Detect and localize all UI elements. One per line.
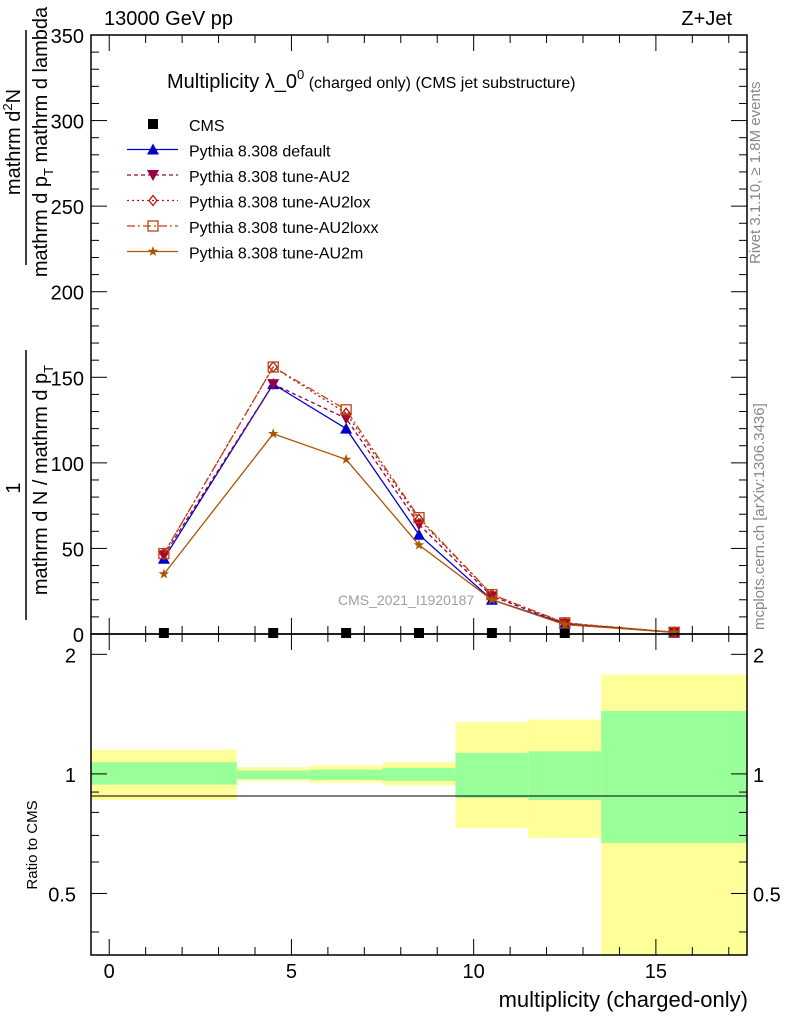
main-y-tick-label: 100	[51, 454, 84, 476]
point-au2m-4	[486, 594, 498, 605]
series-cms	[158, 628, 680, 638]
point-au2lox-2	[341, 407, 351, 420]
watermark: CMS_2021_I1920187	[338, 592, 474, 608]
ratio-y-tick-label-right: 1	[753, 765, 764, 787]
x-tick-label: 15	[645, 961, 667, 983]
legend-label-au2m: Pythia 8.308 tune-AU2m	[189, 246, 363, 263]
y-label-one: 1	[3, 482, 25, 493]
legend-label-au2lox: Pythia 8.308 tune-AU2lox	[189, 195, 370, 212]
legend-marker-au2lox	[148, 194, 158, 207]
legend-label-cms: CMS	[189, 118, 225, 135]
mcplots-label: mcplots.cern.ch [arXiv:1306.3436]	[751, 403, 768, 630]
main-y-tick-label: 350	[51, 26, 84, 48]
y-label-bottom-sub: T	[41, 365, 56, 373]
series-au2m	[158, 428, 680, 637]
y-label-den-rest: mathrm d lambda	[30, 6, 52, 168]
series-line-au2lox	[163, 366, 675, 633]
main-y-tick-label: 50	[62, 539, 84, 561]
point-cms-2	[341, 628, 352, 638]
legend-marker-au2	[147, 170, 159, 181]
y-label-den-sub: T	[41, 168, 56, 176]
main-y-tick-label: 300	[51, 112, 84, 134]
ratio-y-tick-label-right: 2	[753, 645, 764, 667]
rivet-label: Rivet 3.1.10, ≥ 1.8M events	[747, 82, 764, 265]
point-cms-5	[559, 628, 570, 638]
ratio-frame	[90, 633, 748, 956]
header-right: Z+Jet	[681, 8, 732, 30]
legend-entry-au2m: Pythia 8.308 tune-AU2m	[127, 246, 363, 263]
x-tick-label: 10	[463, 961, 485, 983]
point-au2-1	[267, 379, 280, 391]
main-y-label: 1 mathrm d2N mathrm d pT mathrm d lambda…	[0, 6, 56, 620]
ratio-y-tick-label: 0.5	[48, 884, 76, 906]
title-rest: (charged only) (CMS jet substructure)	[304, 75, 575, 92]
x-axis-label: multiplicity (charged-only)	[499, 987, 748, 1012]
point-cms-4	[486, 628, 497, 638]
title-sup: 0	[297, 67, 304, 82]
ratio-inner-band-2	[309, 769, 383, 781]
ratio-inner-band-0	[91, 762, 237, 785]
legend-entry-cms: CMS	[148, 118, 225, 135]
legend-entry-au2loxx: Pythia 8.308 tune-AU2loxx	[127, 220, 378, 237]
ratio-inner-band-4	[455, 752, 529, 798]
y-label-den-main: mathrm d p	[30, 176, 52, 277]
point-au2m-5	[559, 619, 570, 629]
main-y-tick-label: 200	[51, 283, 84, 305]
ratio-bands	[91, 674, 747, 955]
point-cms-0	[158, 628, 169, 638]
point-au2loxx-3	[413, 511, 425, 524]
chart-title: Multiplicity λ_00 (charged only) (CMS je…	[167, 67, 575, 93]
legend-label-au2loxx: Pythia 8.308 tune-AU2loxx	[189, 220, 378, 237]
legend-marker-au2m	[147, 246, 159, 256]
x-tick-label: 5	[286, 961, 297, 983]
ratio-inner-band-5	[528, 751, 602, 800]
legend-marker-cms	[148, 119, 158, 129]
main-series	[157, 360, 681, 639]
legend-marker-au2loxx	[147, 220, 159, 232]
point-au2m-1	[268, 428, 279, 439]
ratio-y-tick-label: 1	[65, 765, 76, 787]
point-au2m-6	[668, 626, 680, 637]
y-label-num-main: mathrm d	[3, 111, 25, 195]
y-label-denominator: mathrm d pT mathrm d lambda	[30, 6, 56, 277]
point-au2m-0	[158, 568, 170, 579]
legend-entry-default: Pythia 8.308 default	[127, 143, 331, 161]
legend-entry-au2: Pythia 8.308 tune-AU2	[127, 169, 350, 186]
main-y-tick-label: 250	[51, 197, 84, 219]
main-y-tick-label: 150	[51, 368, 84, 390]
ratio-inner-band-3	[382, 767, 456, 781]
legend-label-default: Pythia 8.308 default	[189, 144, 331, 161]
y-label-bottom-main: mathrm d N / mathrm d p	[30, 373, 52, 595]
header-left: 13000 GeV pp	[104, 8, 233, 30]
point-au2loxx-1	[267, 361, 279, 373]
point-default-2	[340, 422, 353, 434]
point-au2-0	[157, 550, 170, 562]
ratio-inner-band-1	[236, 770, 310, 780]
x-tick-label: 0	[104, 961, 115, 983]
point-au2loxx-2	[340, 404, 352, 416]
y-label-num-sup: 2	[0, 103, 15, 110]
axis-ticks: 0 50 100 150 200 250 300 350 0 5 10 15 0.5 0.5 1 1 2 2	[48, 26, 781, 983]
point-cms-1	[268, 628, 279, 638]
point-cms-3	[414, 628, 424, 638]
ratio-y-tick-label: 2	[65, 645, 76, 667]
point-au2lox-3	[414, 513, 424, 526]
legend-label-au2: Pythia 8.308 tune-AU2	[189, 169, 350, 186]
legend: CMS Pythia 8.308 default Pythia 8.308 tune…	[127, 118, 378, 263]
y-label-num-rest: N	[3, 89, 25, 103]
y-label-bottom: mathrm d N / mathrm d pT	[30, 365, 56, 595]
point-au2m-2	[340, 453, 352, 464]
y-label-numerator: mathrm d2N	[0, 89, 25, 195]
ratio-inner-band-6	[601, 710, 747, 843]
legend-entry-au2lox: Pythia 8.308 tune-AU2lox	[127, 194, 370, 212]
title-main: Multiplicity λ_0	[167, 71, 297, 93]
main-y-tick-label: 0	[73, 625, 84, 647]
point-default-3	[413, 528, 425, 540]
legend-marker-default	[147, 143, 159, 155]
point-au2m-3	[413, 539, 425, 550]
ratio-y-tick-label-right: 0.5	[753, 884, 781, 906]
ratio-y-label: Ratio to CMS	[24, 800, 41, 889]
point-au2loxx-0	[158, 547, 170, 560]
